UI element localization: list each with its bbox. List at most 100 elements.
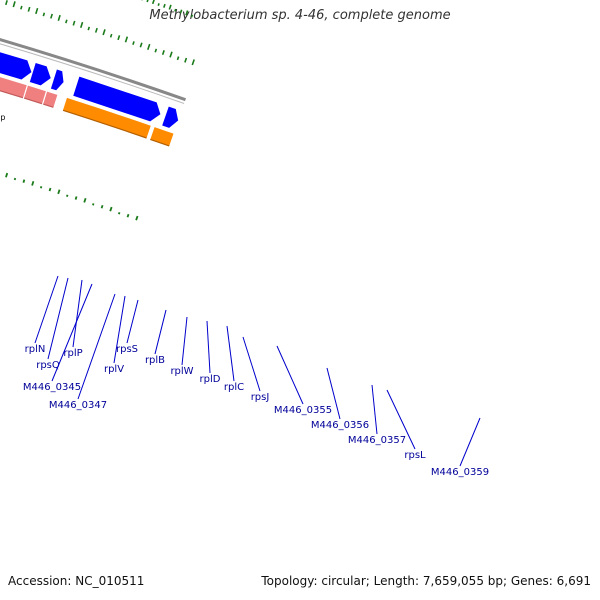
cds-arrow [73, 76, 161, 122]
gc-tick [168, 4, 172, 10]
gene-divider [41, 90, 48, 105]
gc-tick [132, 41, 135, 45]
gc-tick [100, 204, 104, 209]
gc-tick [20, 5, 23, 10]
ruler-label: 432 kbp [0, 113, 5, 122]
gene-label: rplC [224, 382, 244, 393]
gc-tick [94, 27, 98, 33]
ruler-track: 418 kbp420 kbp422 kbp424 kbp426 kbp428 k… [0, 113, 5, 122]
label-leader [47, 277, 69, 360]
gc-tick [176, 56, 180, 61]
gene-label: rpsL [404, 450, 426, 461]
gene-label: rplV [104, 364, 124, 375]
label-leader [113, 295, 126, 364]
gc-tick [174, 8, 177, 12]
gc-tick [157, 3, 160, 7]
gc-tick [154, 48, 158, 53]
label-leader [34, 275, 59, 344]
cds-arrow [29, 62, 51, 86]
gc-tick [118, 212, 121, 215]
gc-tick [139, 42, 143, 48]
gene-label: rplB [145, 355, 165, 366]
gene-label: rplW [170, 366, 193, 377]
gc-tick [161, 50, 165, 56]
label-leader [326, 367, 341, 420]
gene-label: rpsS [116, 344, 138, 355]
gc-tick [72, 20, 76, 26]
gc-tick [5, 0, 8, 6]
gene-band-reverse [62, 97, 151, 139]
gene-label: rplN [25, 344, 46, 355]
gc-skew-track [5, 0, 195, 221]
gc-tick [12, 1, 16, 8]
gc-tick [79, 21, 84, 29]
gene-track [0, 77, 174, 147]
gc-tick [147, 43, 151, 50]
backbone-line-inner [0, 43, 185, 104]
gc-tick [35, 7, 39, 15]
gc-tick [117, 35, 121, 41]
gc-tick [13, 177, 17, 181]
label-leader [77, 293, 116, 400]
gc-tick [191, 59, 195, 66]
label-leader [51, 283, 93, 382]
gc-tick [146, 0, 149, 3]
gc-tick [39, 186, 43, 189]
gc-tick [102, 29, 106, 36]
label-leader [459, 417, 481, 467]
label-leader [242, 336, 261, 392]
gc-tick [27, 6, 31, 12]
cds-arrow [0, 52, 32, 80]
label-leader [181, 316, 188, 366]
cds-arrow [162, 106, 179, 128]
gene-band-forward [0, 77, 58, 108]
gc-tick [5, 172, 9, 178]
gc-tick [184, 57, 188, 63]
gc-tick [66, 194, 69, 197]
gene-divider [22, 84, 29, 100]
cds-track [0, 52, 179, 128]
gc-tick [135, 215, 139, 221]
gene-label: M446_0345 [23, 382, 81, 393]
label-leader [126, 299, 139, 344]
gc-tick [190, 14, 194, 18]
backbone-line [0, 38, 186, 102]
gc-tick [48, 187, 52, 192]
gene-label: rplD [200, 374, 221, 385]
label-leader [226, 325, 235, 382]
gc-tick [169, 51, 173, 58]
accession-label: Accession: NC_010511 [8, 574, 145, 588]
gene-label: rpsQ [36, 360, 60, 371]
gc-tick [65, 19, 68, 24]
label-leader [206, 320, 211, 374]
gene-label: M446_0347 [49, 400, 107, 411]
gc-tick [74, 196, 78, 200]
gc-tick [83, 197, 87, 203]
gc-tick [109, 33, 113, 38]
gene-band-edge [0, 90, 54, 108]
backbone-track [0, 38, 186, 104]
cds-arrow [50, 69, 64, 91]
gc-tick [126, 213, 130, 218]
gc-tick [57, 14, 61, 21]
gc-tick [92, 203, 95, 206]
gc-tick [185, 10, 189, 16]
gene-label: M446_0355 [274, 405, 332, 416]
gc-tick [163, 3, 166, 8]
gc-tick [109, 206, 113, 212]
gene-band-edge [62, 109, 147, 139]
gene-label: M446_0359 [431, 467, 489, 478]
map-title: Methylobacterium sp. 4-46, complete geno… [149, 8, 451, 23]
gc-tick [57, 189, 61, 195]
gene-label: rplP [63, 348, 82, 359]
gc-tick [31, 180, 35, 186]
gc-tick [151, 0, 155, 5]
gc-tick [87, 26, 91, 31]
gc-tick [50, 13, 53, 19]
label-leader [276, 345, 304, 405]
label-leader [371, 384, 378, 435]
gene-label: M446_0357 [348, 435, 406, 446]
label-leader [154, 309, 167, 355]
